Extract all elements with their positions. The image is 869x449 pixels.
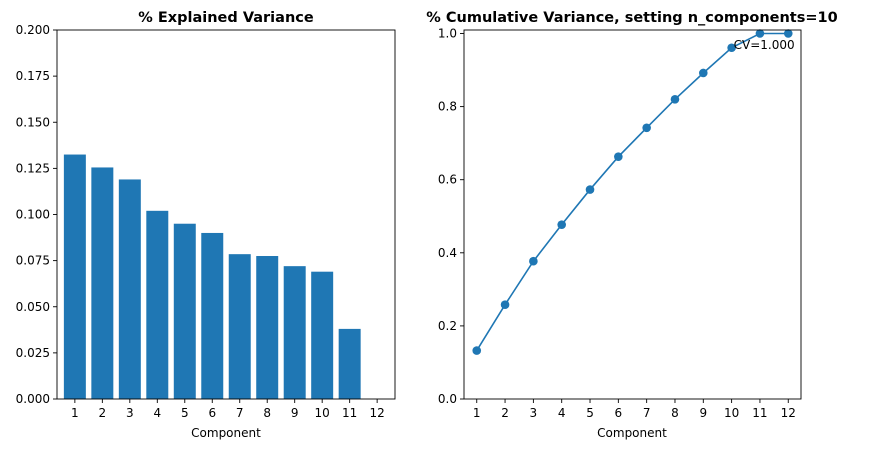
right-y-axis: 0.0 0.2 0.4 0.6 0.8 1.0: [438, 27, 464, 406]
y-tick-label: 0.100: [16, 208, 50, 222]
x-tick-label: 6: [208, 406, 216, 420]
x-tick-label: 11: [752, 406, 767, 420]
point-7: [642, 123, 651, 133]
x-tick-label: 11: [342, 406, 357, 420]
left-x-axis-label: Component: [191, 426, 261, 440]
right-x-axis: 1 2 3 4 5 6 7 8 9 10 11 12: [473, 399, 796, 420]
x-tick-label: 4: [558, 406, 566, 420]
x-tick-label: 5: [586, 406, 594, 420]
left-y-axis: 0.000 0.025 0.050 0.075 0.100 0.125 0.150 0.175…: [16, 23, 57, 406]
point-8: [670, 95, 680, 104]
y-tick-label: 0.025: [16, 346, 50, 360]
y-tick-label: 0.6: [438, 173, 457, 187]
y-tick-label: 0.075: [16, 254, 50, 268]
right-x-axis-label: Component: [597, 426, 667, 440]
y-tick-label: 0.125: [16, 161, 50, 175]
bar-7: [228, 254, 251, 399]
point-5: [585, 185, 595, 194]
point-12: [783, 29, 793, 38]
bar-5: [173, 223, 196, 399]
x-tick-label: 10: [315, 406, 330, 420]
x-tick-label: 7: [236, 406, 244, 420]
right-chart-title: % Cumulative Variance, setting n_compone…: [426, 10, 837, 26]
bar-10: [311, 271, 334, 399]
bar-9: [283, 266, 306, 399]
y-tick-label: 0.150: [16, 115, 50, 129]
bar-4: [146, 210, 169, 399]
x-tick-label: 8: [263, 406, 271, 420]
y-tick-label: 1.0: [438, 27, 457, 41]
left-x-axis: 1 2 3 4 5 6 7 8 9 10 11 12: [71, 399, 385, 420]
bar-1: [63, 154, 86, 399]
y-tick-label: 0.4: [438, 246, 457, 260]
x-tick-label: 2: [501, 406, 509, 420]
bar-11: [338, 328, 361, 399]
y-tick-label: 0.8: [438, 100, 457, 114]
x-tick-label: 8: [671, 406, 679, 420]
point-10: [727, 43, 736, 53]
y-tick-label: 0.0: [438, 392, 457, 406]
point-4: [557, 220, 566, 229]
x-tick-label: 7: [643, 406, 651, 420]
x-tick-label: 5: [181, 406, 189, 420]
point-6: [614, 152, 623, 161]
left-plot-frame: [56, 29, 396, 400]
x-tick-label: 3: [530, 406, 538, 420]
left-bars: [63, 154, 361, 399]
x-tick-label: 6: [615, 406, 623, 420]
y-tick-label: 0.175: [16, 69, 50, 83]
point-11: [755, 29, 765, 38]
x-tick-label: 9: [699, 406, 707, 420]
x-tick-label: 4: [153, 406, 161, 420]
x-tick-label: 12: [369, 406, 384, 420]
bar-2: [91, 167, 114, 399]
point-3: [529, 256, 538, 266]
y-tick-label: 0.2: [438, 319, 457, 333]
x-tick-label: 1: [71, 406, 79, 420]
y-tick-label: 0.000: [16, 392, 50, 406]
right-plot-frame: [463, 29, 802, 400]
x-tick-label: 3: [126, 406, 134, 420]
x-tick-label: 2: [99, 406, 107, 420]
cumulative-line: [476, 32, 789, 351]
x-tick-label: 12: [781, 406, 796, 420]
x-tick-label: 9: [291, 406, 299, 420]
x-tick-label: 1: [473, 406, 481, 420]
cumulative-variance-chart: % Cumulative Variance, setting n_compone…: [426, 10, 837, 440]
cv-annotation: CV=1.000: [734, 38, 795, 52]
bar-3: [118, 179, 141, 399]
x-tick-label: 10: [724, 406, 739, 420]
bar-8: [256, 256, 279, 399]
point-2: [500, 300, 510, 310]
left-chart-title: % Explained Variance: [138, 10, 314, 26]
point-9: [699, 68, 708, 78]
explained-variance-chart: % Explained Variance 0.000 0.025 0.050 0.07…: [16, 10, 396, 440]
y-tick-label: 0.200: [16, 23, 50, 37]
bar-6: [201, 232, 224, 399]
right-series: [472, 29, 793, 355]
point-1: [472, 346, 482, 355]
y-tick-label: 0.050: [16, 300, 50, 314]
